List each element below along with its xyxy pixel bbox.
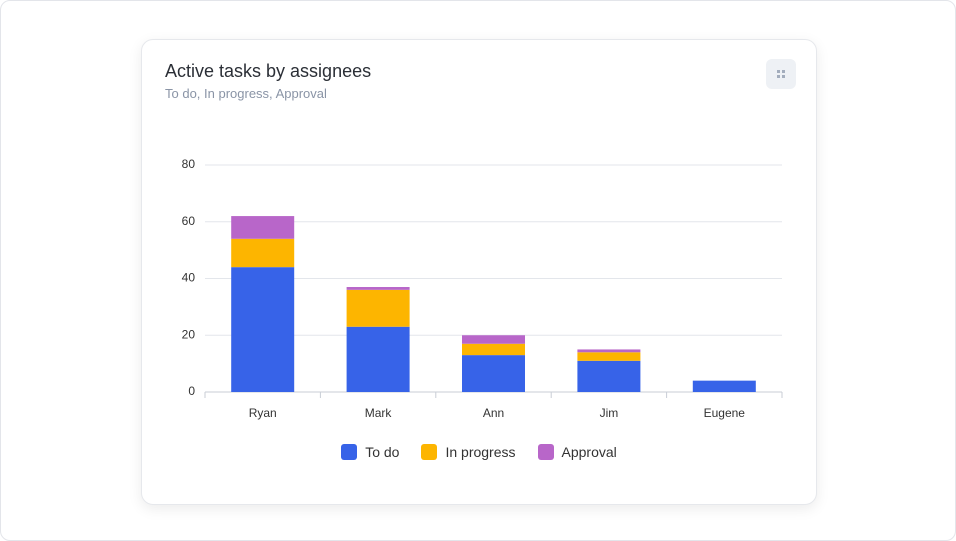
- bar-segment: [231, 238, 295, 268]
- y-tick-label: 80: [182, 157, 196, 171]
- legend-item[interactable]: To do: [143, 444, 400, 460]
- bar-segment: [346, 287, 410, 290]
- chart-subtitle: To do, In progress, Approval: [165, 86, 327, 101]
- legend-label: Approval: [561, 444, 617, 460]
- legend-label: In progress: [445, 444, 516, 460]
- menu-icon: [777, 70, 785, 78]
- y-tick-label: 40: [182, 271, 196, 285]
- bar-segment: [577, 360, 641, 392]
- bar-segment: [346, 289, 410, 327]
- bar-segment: [231, 267, 295, 392]
- x-tick-label: Eugene: [704, 406, 746, 420]
- bar-segment: [462, 335, 525, 344]
- legend-checkbox[interactable]: [143, 444, 438, 460]
- bar-segment: [577, 349, 641, 353]
- y-tick-label: 0: [188, 384, 195, 398]
- menu-button[interactable]: [766, 59, 796, 89]
- x-tick-label: Mark: [365, 406, 393, 420]
- chart: 0 20 40 60 80 Ryan Mark Ann Jim Eugene: [182, 157, 783, 420]
- chart-card: Active tasks by assignees To do, In prog…: [141, 39, 817, 505]
- y-tick-label: 20: [182, 327, 196, 341]
- bar-segment: [346, 326, 410, 392]
- bar-segment: [692, 380, 756, 392]
- chart-title: Active tasks by assignees: [165, 61, 372, 81]
- bar-segment: [462, 343, 525, 356]
- bar-segment: [231, 216, 295, 239]
- legend-label: To do: [365, 444, 400, 460]
- legend: To do In progress Approval: [142, 444, 816, 460]
- legend-checkbox[interactable]: [143, 444, 358, 460]
- x-tick-label: Ryan: [249, 406, 277, 420]
- x-tick-label: Ann: [483, 406, 504, 420]
- legend-item[interactable]: In progress: [143, 444, 516, 460]
- legend-item[interactable]: Approval: [143, 444, 617, 460]
- bar-segment: [577, 352, 641, 361]
- x-tick-label: Jim: [600, 406, 619, 420]
- y-tick-label: 60: [182, 214, 196, 228]
- check-icon: [143, 446, 151, 453]
- bar-segment: [462, 355, 525, 392]
- legend-checkbox[interactable]: [143, 444, 554, 460]
